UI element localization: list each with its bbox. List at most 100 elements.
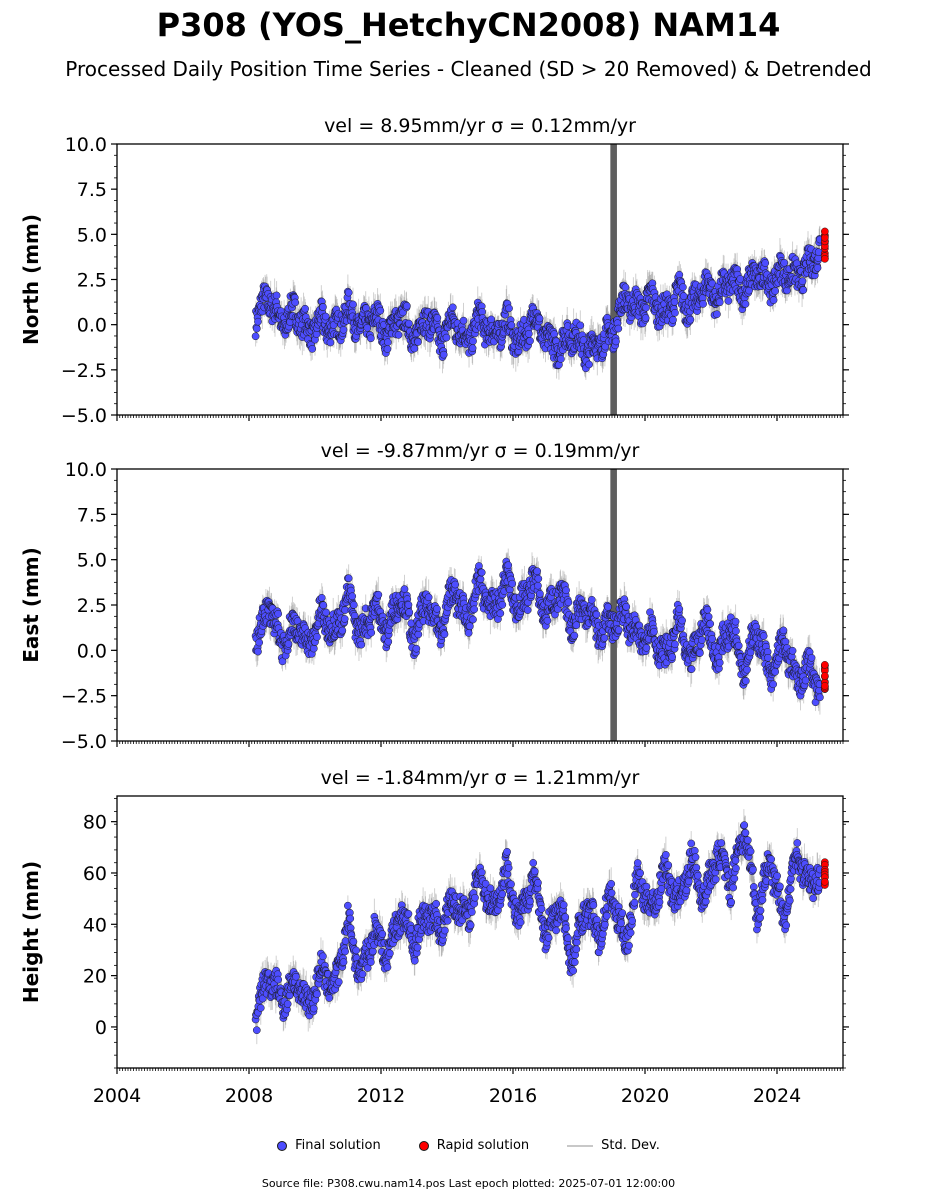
final-solution-point <box>405 319 413 328</box>
final-solution-point <box>576 321 585 330</box>
y-tick-label: −5.0 <box>61 405 107 427</box>
final-solution-point <box>679 292 688 300</box>
chart-area: −5.0 −2.5 0.0 2.5 5.0 7.5 10.0 vel = 8.95mm/yr … <box>19 115 849 1107</box>
final-solution-point <box>309 644 318 653</box>
final-solution-point <box>813 263 822 272</box>
final-solution-point <box>349 601 358 609</box>
final-solution-point <box>403 302 411 310</box>
final-solution-point <box>724 297 733 305</box>
final-solution-point <box>308 345 317 353</box>
final-solution-point <box>319 601 328 610</box>
final-solution-point <box>679 283 687 292</box>
final-solution-point <box>713 310 721 319</box>
final-solution-point <box>319 303 327 311</box>
final-solution-point <box>357 640 366 649</box>
final-solution-point <box>769 296 778 304</box>
final-solution-point <box>349 300 357 309</box>
plot-area-1 <box>251 469 829 741</box>
final-solution-point <box>339 325 348 334</box>
final-solution-point <box>255 638 264 647</box>
final-solution-point <box>761 259 770 267</box>
final-solution-point <box>524 329 533 338</box>
final-solution-point <box>798 277 807 286</box>
final-solution-point <box>317 593 326 602</box>
page-subtitle: Processed Daily Position Time Series - C… <box>65 57 872 81</box>
final-solution-point <box>321 312 330 321</box>
y-tick-label: 2.5 <box>77 270 107 292</box>
final-solution-point <box>507 321 516 330</box>
final-solution-point <box>254 317 262 326</box>
y-tick-label: 0.0 <box>77 315 107 337</box>
final-solution-point <box>642 303 650 312</box>
final-solution-point <box>278 657 287 666</box>
final-solution-point <box>340 615 349 623</box>
final-solution-point <box>614 324 623 333</box>
final-solution-point <box>284 640 293 648</box>
final-solution-point <box>621 283 630 292</box>
final-solution-point <box>671 308 679 317</box>
final-solution-point <box>344 288 353 297</box>
final-solution-point <box>715 298 724 307</box>
final-solution-point <box>322 608 330 617</box>
final-solution-point <box>669 316 677 324</box>
final-solution-point <box>612 337 620 346</box>
rapid-solution-point <box>821 227 829 236</box>
final-solution-point <box>741 300 750 308</box>
final-solution-point <box>442 333 451 342</box>
final-solution-point <box>366 334 375 343</box>
final-solution-point <box>550 330 559 338</box>
rapid-solution-point <box>821 255 829 263</box>
std-dev-band <box>610 469 617 741</box>
panel-title: vel = 8.95mm/yr σ = 0.12mm/yr <box>324 115 636 137</box>
y-tick-label: 5.0 <box>77 224 107 246</box>
final-solution-point <box>526 337 534 345</box>
final-solution-point <box>338 626 347 635</box>
final-solution-point <box>641 314 650 322</box>
final-solution-point <box>374 590 383 599</box>
final-solution-point <box>313 633 321 641</box>
final-solution-point <box>414 338 422 346</box>
final-solution-point <box>384 338 392 347</box>
final-solution-point <box>394 331 403 339</box>
final-solution-point <box>469 337 477 346</box>
final-solution-point <box>670 298 679 306</box>
page-title: P308 (YOS_HetchyCN2008) NAM14 <box>156 6 781 44</box>
final-solution-point <box>535 314 544 323</box>
final-solution-point <box>251 332 260 341</box>
final-solution-point <box>254 647 262 656</box>
final-solution-point <box>348 592 357 601</box>
y-axis-label: North (mm) <box>19 214 43 345</box>
final-solution-point <box>780 258 789 267</box>
final-solution-point <box>383 345 392 353</box>
final-solution-point <box>326 338 335 347</box>
final-solution-point <box>301 304 309 313</box>
final-solution-point <box>410 344 419 353</box>
final-solution-point <box>272 291 281 300</box>
final-solution-point <box>585 360 593 369</box>
final-solution-point <box>384 637 393 646</box>
final-solution-point <box>459 316 468 325</box>
final-solution-point <box>433 314 442 322</box>
final-solution-point <box>699 300 707 308</box>
final-solution-point <box>252 324 261 333</box>
final-solution-point <box>291 298 300 307</box>
y-tick-label: 10.0 <box>65 134 107 156</box>
final-solution-point <box>557 355 565 363</box>
plot-area-0 <box>251 144 829 415</box>
final-solution-point <box>363 323 372 332</box>
final-solution-point <box>439 350 448 359</box>
final-solution-point <box>487 315 496 324</box>
final-solution-point <box>367 628 376 637</box>
final-solution-point <box>771 287 780 295</box>
final-solution-point <box>686 315 695 324</box>
y-tick-label: −2.5 <box>61 360 107 382</box>
final-solution-point <box>468 344 477 353</box>
final-solution-point <box>799 286 808 294</box>
final-solution-point <box>376 306 385 315</box>
final-solution-point <box>274 609 283 618</box>
std-dev-band <box>610 144 617 415</box>
final-solution-point <box>344 574 353 583</box>
final-solution-point <box>448 303 457 312</box>
final-solution-point <box>505 304 513 313</box>
y-tick-label: 7.5 <box>77 179 107 201</box>
